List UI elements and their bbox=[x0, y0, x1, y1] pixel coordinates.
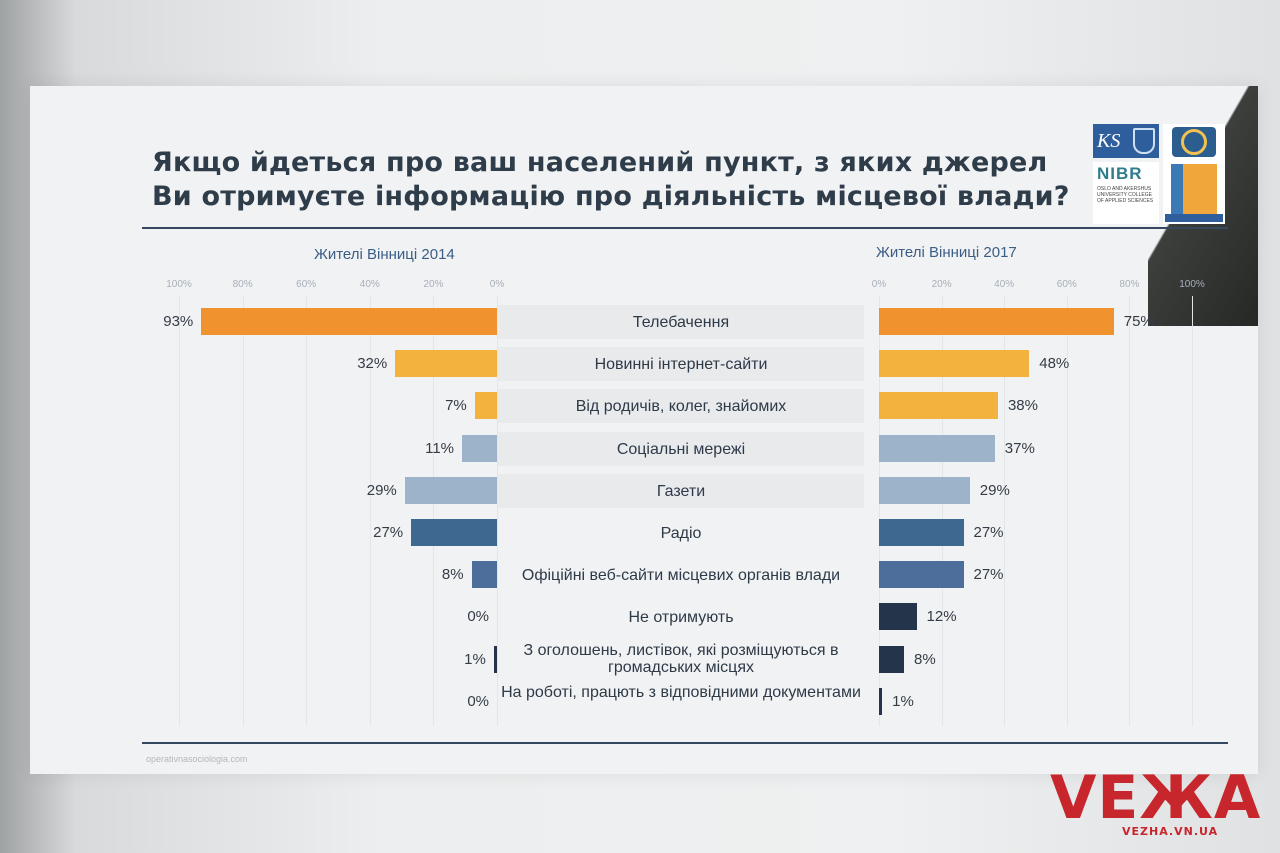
value-label-2017: 37% bbox=[1004, 439, 1035, 457]
bar-2014 bbox=[462, 434, 497, 462]
ks-logo-text: KS bbox=[1097, 130, 1121, 152]
gridline-left bbox=[179, 296, 180, 726]
tower-icon bbox=[1171, 164, 1217, 214]
value-label-2014: 1% bbox=[464, 650, 486, 668]
bar-2017 bbox=[879, 350, 1030, 378]
shield-icon bbox=[1133, 128, 1155, 154]
tick-label-right: 0% bbox=[871, 279, 887, 290]
bar-2014 bbox=[493, 645, 497, 673]
category-band bbox=[498, 305, 864, 339]
tick-label-left: 60% bbox=[296, 279, 317, 290]
nibr-logo-subtitle: OSLO AND AKERSHUS UNIVERSITY COLLEGE OF … bbox=[1097, 186, 1154, 204]
value-label-2014: 7% bbox=[445, 397, 467, 415]
tick-label-left: 0% bbox=[489, 279, 505, 290]
value-label-2017: 1% bbox=[892, 692, 914, 710]
category-label: На роботі, працють з відповідними докуме… bbox=[501, 683, 861, 701]
bar-2014 bbox=[474, 392, 497, 420]
category-label: Від родичів, колег, знайомих bbox=[575, 398, 787, 416]
bar-2017 bbox=[879, 687, 883, 715]
ks-logo: KS bbox=[1093, 124, 1159, 158]
gridline-right bbox=[1067, 296, 1068, 726]
gridline-right bbox=[1004, 296, 1005, 726]
vezha-watermark-site: VEZHA.VN.UA bbox=[1122, 825, 1219, 838]
category-label: Радіо bbox=[660, 525, 702, 542]
value-label-2014: 0% bbox=[467, 608, 489, 626]
logo-tag bbox=[1165, 214, 1223, 222]
tick-label-right: 40% bbox=[994, 279, 1015, 290]
value-label-2014: 11% bbox=[425, 439, 455, 457]
panel-title-2017: Жителі Вінниці 2017 bbox=[876, 244, 1017, 261]
category-band bbox=[498, 389, 864, 424]
bar-2017 bbox=[879, 603, 917, 631]
category-label: З оголошень, листівок, які розміщуються … bbox=[523, 641, 839, 676]
bar-2014 bbox=[411, 519, 497, 546]
value-label-2014: 93% bbox=[163, 313, 194, 330]
tick-label-right: 20% bbox=[931, 279, 952, 290]
value-label-2017: 8% bbox=[914, 650, 936, 668]
bar-2017 bbox=[879, 392, 998, 420]
category-band bbox=[498, 347, 864, 382]
value-label-2014: 29% bbox=[366, 481, 397, 499]
bar-2014 bbox=[404, 476, 497, 504]
footer-divider bbox=[142, 742, 1228, 744]
value-label-2017: 38% bbox=[1007, 397, 1038, 415]
value-label-2017: 27% bbox=[973, 524, 1004, 541]
gridline-left bbox=[243, 296, 244, 726]
value-label-2014: 27% bbox=[373, 524, 404, 541]
gridline-right bbox=[879, 296, 880, 726]
title-line-2: Ви отримуєте інформацію про діяльність м… bbox=[152, 181, 1070, 212]
tick-label-left: 20% bbox=[423, 279, 444, 290]
vezha-watermark-logo: VEЖA bbox=[1050, 763, 1262, 833]
sociology-logo bbox=[1163, 124, 1225, 224]
bar-2014 bbox=[471, 561, 497, 589]
category-band bbox=[498, 473, 864, 508]
panel-title-2014: Жителі Вінниці 2014 bbox=[314, 246, 455, 263]
gridline-right bbox=[1192, 296, 1193, 726]
category-label: Телебачення bbox=[632, 314, 730, 331]
gridline-right bbox=[1129, 296, 1130, 726]
bar-2014 bbox=[201, 308, 497, 335]
category-label: Не отримують bbox=[628, 609, 734, 627]
gridline-left bbox=[306, 296, 307, 726]
value-label-2017: 75% bbox=[1123, 313, 1154, 330]
footer-url: operativnasociologia.com bbox=[146, 754, 248, 764]
tick-label-left: 80% bbox=[232, 279, 253, 290]
tick-label-right: 100% bbox=[1179, 279, 1205, 290]
tick-label-right: 60% bbox=[1056, 279, 1077, 290]
title-divider bbox=[142, 227, 1228, 229]
presentation-slide bbox=[30, 86, 1258, 774]
tick-label-left: 40% bbox=[359, 279, 380, 290]
value-label-2017: 29% bbox=[979, 481, 1010, 499]
bar-2017 bbox=[879, 476, 970, 504]
bar-2017 bbox=[879, 645, 905, 673]
gridline-right bbox=[942, 296, 943, 726]
partner-logos: KS NIBR OSLO AND AKERSHUS UNIVERSITY COL… bbox=[1093, 124, 1227, 224]
value-label-2014: 0% bbox=[467, 692, 489, 710]
slide-title: Якщо йдеться про ваш населений пункт, з … bbox=[152, 146, 1072, 214]
value-label-2014: 8% bbox=[441, 566, 464, 584]
tick-label-right: 80% bbox=[1119, 279, 1140, 290]
gridline-left bbox=[433, 296, 434, 726]
category-band bbox=[498, 431, 864, 466]
bar-2017 bbox=[879, 561, 964, 589]
category-label: Газети bbox=[656, 482, 706, 500]
bar-2017 bbox=[879, 519, 964, 546]
gridline-left bbox=[497, 296, 498, 726]
category-label: Офіційні веб-сайти місцевих органів влад… bbox=[521, 567, 841, 585]
title-line-1: Якщо йдеться про ваш населений пункт, з … bbox=[152, 147, 1048, 178]
gridline-left bbox=[370, 296, 371, 726]
nibr-logo-text: NIBR bbox=[1097, 164, 1143, 183]
value-label-2017: 48% bbox=[1039, 355, 1070, 373]
nibr-logo: NIBR OSLO AND AKERSHUS UNIVERSITY COLLEG… bbox=[1093, 162, 1159, 224]
bar-2017 bbox=[879, 434, 995, 462]
category-label: Соціальні мережі bbox=[616, 440, 746, 458]
bar-2014 bbox=[395, 350, 497, 378]
tick-label-left: 100% bbox=[166, 279, 192, 290]
value-label-2014: 32% bbox=[357, 355, 388, 373]
value-label-2017: 27% bbox=[973, 566, 1004, 584]
bar-2017 bbox=[879, 308, 1114, 335]
category-label: Новинні інтернет-сайти bbox=[594, 356, 768, 374]
value-label-2017: 12% bbox=[926, 608, 957, 626]
emblem-icon bbox=[1172, 127, 1216, 157]
